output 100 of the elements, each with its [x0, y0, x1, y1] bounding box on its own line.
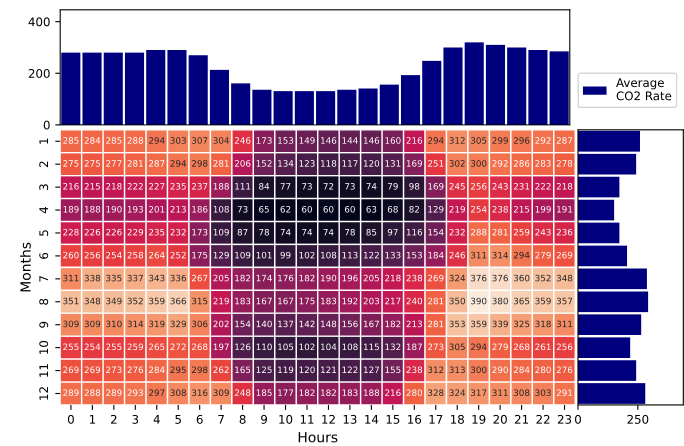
data-label: 79: [388, 183, 398, 190]
bar: [486, 44, 506, 125]
bar: [61, 52, 80, 125]
data-label: 102: [300, 252, 314, 258]
data-label: 167: [278, 298, 294, 304]
data-label: 108: [342, 344, 358, 350]
data-label: 312: [450, 137, 465, 144]
data-label: 325: [514, 320, 530, 328]
bar: [82, 52, 102, 125]
data-label: 288: [84, 389, 100, 396]
y-tick-label: 10: [39, 340, 48, 354]
x-tick-label: 22: [536, 414, 550, 424]
data-label: 310: [106, 320, 122, 328]
data-label: 176: [278, 274, 294, 282]
bar: [167, 50, 187, 125]
y-tick-label: 9: [39, 322, 48, 328]
data-label: 62: [280, 206, 290, 213]
data-label: 255: [106, 344, 122, 350]
y-tick-label: 1: [39, 138, 48, 144]
data-label: 276: [556, 366, 572, 374]
data-label: 99: [280, 252, 290, 258]
data-label: 306: [192, 320, 208, 328]
bar: [188, 55, 208, 125]
data-label: 73: [302, 183, 312, 190]
data-label: 167: [364, 320, 379, 328]
data-label: 199: [536, 206, 551, 213]
bar: [104, 52, 123, 125]
data-label: 109: [235, 252, 250, 258]
y-tick-label: 400: [28, 17, 50, 26]
data-label: 248: [234, 389, 250, 396]
legend-label: Average CO2 Rate: [616, 78, 672, 100]
data-label: 183: [235, 298, 250, 304]
bar: [358, 88, 378, 125]
data-label: 156: [342, 320, 358, 328]
bar: [578, 291, 648, 312]
data-label: 309: [63, 320, 79, 328]
data-label: 303: [170, 137, 186, 144]
data-label: 294: [149, 137, 165, 144]
data-label: 188: [214, 183, 229, 190]
data-label: 110: [256, 344, 272, 350]
data-label: 205: [213, 274, 229, 282]
x-tick-label: 15: [386, 415, 400, 424]
data-label: 231: [514, 183, 530, 190]
data-label: 309: [84, 320, 100, 328]
data-label: 267: [192, 274, 208, 282]
data-label: 122: [364, 252, 379, 258]
data-label: 280: [406, 389, 422, 396]
data-label: 104: [321, 344, 336, 350]
data-label: 288: [470, 228, 486, 236]
data-label: 336: [170, 274, 186, 282]
data-label: 317: [470, 389, 486, 396]
data-label: 189: [64, 206, 79, 213]
data-label: 236: [556, 228, 572, 236]
bar: [422, 60, 442, 125]
data-label: 287: [556, 137, 572, 144]
data-label: 134: [278, 160, 294, 167]
y-tick-label: 2: [39, 162, 48, 168]
data-label: 343: [149, 274, 164, 282]
y-tick-label: 4: [39, 206, 48, 214]
data-label: 254: [84, 344, 100, 350]
data-label: 183: [342, 389, 358, 396]
y-tick-label: 5: [39, 230, 48, 236]
data-label: 290: [492, 366, 508, 374]
data-label: 259: [514, 228, 530, 236]
data-label: 160: [385, 137, 401, 144]
data-label: 183: [321, 298, 336, 304]
data-label: 286: [514, 160, 530, 167]
x-tick-label: 18: [450, 414, 464, 424]
data-label: 77: [280, 183, 290, 190]
data-label: 252: [170, 252, 186, 258]
bar: [578, 314, 642, 336]
y-tick-label: 0: [44, 120, 50, 130]
data-label: 328: [428, 389, 444, 396]
data-label: 260: [63, 252, 79, 258]
data-label: 284: [149, 366, 165, 374]
y-tick-label: 200: [28, 69, 50, 78]
data-label: 73: [238, 206, 248, 213]
x-tick-label: 12: [322, 414, 335, 424]
data-label: 292: [492, 160, 508, 167]
data-label: 146: [321, 137, 336, 144]
data-label: 148: [321, 320, 336, 328]
data-label: 219: [213, 298, 229, 304]
data-label: 218: [106, 183, 122, 190]
data-label: 275: [63, 160, 79, 167]
y-tick-label: 6: [39, 252, 48, 259]
bar: [578, 383, 646, 404]
data-label: 309: [213, 389, 229, 396]
data-label: 125: [256, 366, 272, 374]
data-label: 293: [128, 389, 143, 396]
data-label: 177: [278, 390, 294, 396]
data-label: 302: [450, 160, 465, 167]
data-label: 243: [492, 183, 508, 190]
data-label: 197: [214, 344, 229, 350]
data-label: 318: [535, 320, 551, 328]
data-label: 119: [278, 366, 294, 374]
data-label: 121: [321, 366, 336, 373]
data-label: 352: [535, 274, 551, 282]
y-tick-label: 3: [39, 184, 48, 190]
data-label: 219: [450, 206, 465, 213]
bar: [316, 91, 336, 125]
